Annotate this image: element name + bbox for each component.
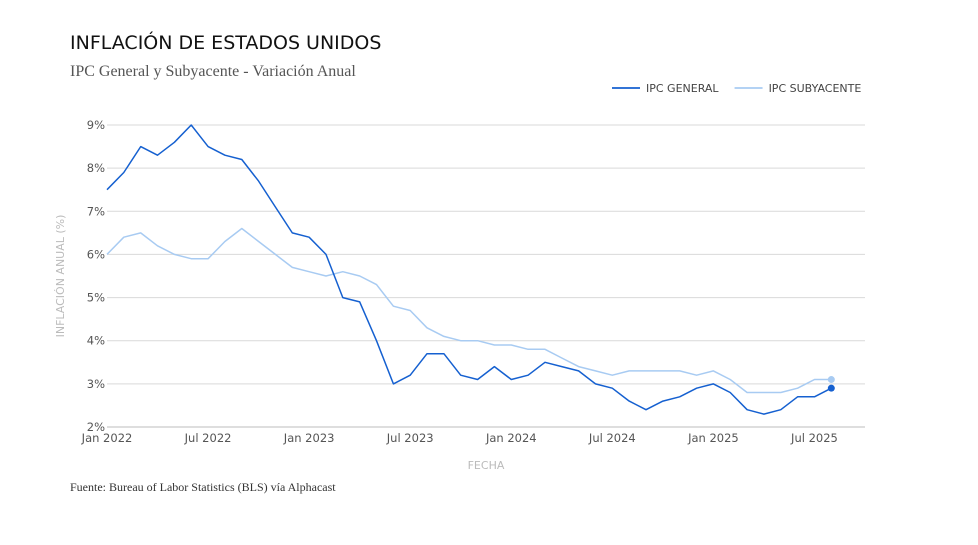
chart-subtitle: IPC General y Subyacente - Variación Anu… <box>70 63 356 80</box>
y-tick-label: 6% <box>87 247 105 261</box>
series-lines <box>106 124 835 415</box>
y-tick-label: 9% <box>87 118 105 132</box>
x-tick-label: Jul 2023 <box>386 431 434 445</box>
x-axis-label: FECHA <box>468 459 505 472</box>
source-note: Fuente: Bureau of Labor Statistics (BLS)… <box>70 480 336 494</box>
series-end-point-ipc-subyacente <box>827 376 835 384</box>
y-tick-label: 8% <box>87 161 105 175</box>
grid-lines <box>107 124 865 428</box>
legend-label-ipc-subyacente: IPC SUBYACENTE <box>769 82 862 95</box>
x-tick-label: Jan 2025 <box>687 431 739 445</box>
y-tick-label: 4% <box>87 334 105 348</box>
series-line-ipc-subyacente <box>106 227 832 394</box>
x-tick-label: Jul 2025 <box>790 431 838 445</box>
y-tick-label: 3% <box>87 377 105 391</box>
x-tick-label: Jul 2024 <box>588 431 636 445</box>
y-tick-label: 2% <box>87 420 105 434</box>
y-tick-label: 7% <box>87 204 105 218</box>
y-tick-label: 5% <box>87 291 105 305</box>
x-tick-label: Jan 2024 <box>485 431 537 445</box>
x-tick-label: Jan 2022 <box>81 431 133 445</box>
series-end-point-ipc-general <box>827 384 835 392</box>
y-tick-labels: 2% 3% 4% 5% 6% 7% 8% 9% <box>87 118 105 434</box>
y-axis-label: INFLACIÓN ANUAL (%) <box>54 215 67 338</box>
series-line-ipc-general <box>106 124 832 415</box>
chart-title: INFLACIÓN DE ESTADOS UNIDOS <box>70 32 382 54</box>
x-tick-labels: Jan 2022 Jul 2022 Jan 2023 Jul 2023 Jan 2024… <box>81 431 838 445</box>
x-tick-label: Jul 2022 <box>184 431 232 445</box>
x-tick-label: Jan 2023 <box>283 431 335 445</box>
legend: IPC GENERAL IPC SUBYACENTE <box>612 82 861 95</box>
legend-label-ipc-general: IPC GENERAL <box>646 82 719 95</box>
